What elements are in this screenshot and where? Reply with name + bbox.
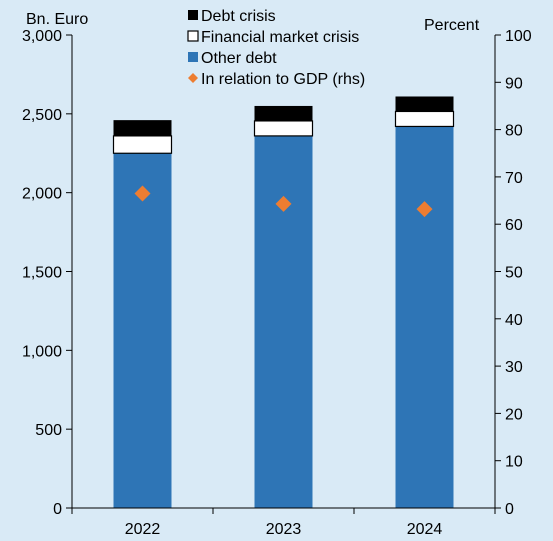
right-axis-tick-label: 60 (505, 217, 523, 234)
left-axis-tick-label: 2,000 (22, 186, 62, 203)
axes-group: 0 500 1,000 1,500 2,000 2,500 3,000 0 10 20 30 40 50… (22, 28, 532, 538)
right-axis-tick-label: 70 (505, 170, 523, 187)
right-axis-unit-label: Percent (424, 17, 480, 34)
bar-financial-market-crisis-2024 (394, 110, 455, 128)
legend-debt-crisis-swatch (188, 10, 198, 20)
right-axis-tick-label: 40 (505, 312, 523, 329)
gdp-ratio-point-2023 (275, 195, 292, 212)
gdp-ratio-point-2022 (134, 185, 151, 202)
bar-other-debt-2023 (254, 135, 313, 508)
left-axis-tick-label: 2,500 (22, 107, 62, 124)
left-axis-tick-label: 1,000 (22, 343, 62, 360)
bar-other-debt-2024 (395, 126, 454, 509)
bars-group (112, 96, 455, 509)
legend: Debt crisis Financial market crisis Other … (187, 8, 365, 88)
legend-debt-crisis-label: Debt crisis (201, 8, 276, 25)
right-axis-tick-label: 30 (505, 359, 523, 376)
left-axis-tick-label: 3,000 (22, 28, 62, 45)
legend-other-debt-swatch (188, 52, 198, 62)
left-axis-tick-label: 500 (35, 422, 62, 439)
x-axis-category-label: 2024 (407, 521, 443, 538)
bar-other-debt-2022 (113, 153, 172, 508)
right-axis-tick-label: 20 (505, 406, 523, 423)
left-axis-unit-label: Bn. Euro (26, 11, 88, 28)
legend-financial-market-crisis-swatch (187, 30, 199, 42)
right-axis-tick-label: 100 (505, 28, 532, 45)
right-axis-tick-label: 10 (505, 454, 523, 471)
bar-financial-market-crisis-2022 (112, 135, 173, 154)
legend-in-relation-to-gdp-rhs--label: In relation to GDP (rhs) (201, 71, 365, 88)
right-axis-tick-label: 0 (505, 501, 514, 518)
x-axis-category-label: 2022 (125, 521, 161, 538)
bar-debt-crisis-2024 (395, 96, 454, 112)
points-group (134, 185, 433, 218)
legend-other-debt-label: Other debt (201, 50, 277, 67)
right-axis-tick-label: 80 (505, 123, 523, 140)
x-axis-category-label: 2023 (266, 521, 302, 538)
left-axis-tick-label: 1,500 (22, 265, 62, 282)
left-axis-tick-label: 0 (53, 501, 62, 518)
gdp-ratio-point-2024 (416, 201, 433, 218)
bar-financial-market-crisis-2023 (253, 120, 314, 137)
legend-financial-market-crisis-label: Financial market crisis (201, 29, 359, 46)
right-axis-tick-label: 90 (505, 75, 523, 92)
legend-in-relation-to-gdp-rhs--swatch (188, 73, 198, 83)
right-axis-tick-label: 50 (505, 265, 523, 282)
bar-debt-crisis-2023 (254, 105, 313, 121)
bar-debt-crisis-2022 (113, 120, 172, 136)
